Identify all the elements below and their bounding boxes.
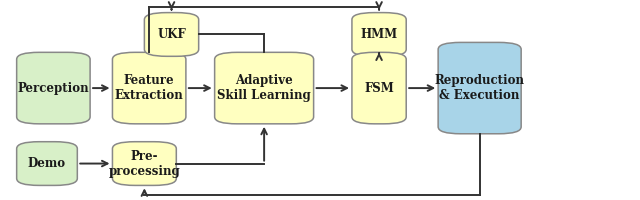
Text: UKF: UKF (157, 28, 186, 41)
Text: Demo: Demo (28, 157, 66, 170)
Text: Pre-
processing: Pre- processing (109, 150, 180, 178)
Text: Reproduction
& Execution: Reproduction & Execution (435, 74, 525, 102)
Text: FSM: FSM (364, 82, 394, 95)
FancyBboxPatch shape (113, 52, 186, 124)
Text: Feature
Extraction: Feature Extraction (115, 74, 184, 102)
FancyBboxPatch shape (113, 142, 176, 185)
FancyBboxPatch shape (438, 42, 521, 134)
Text: Adaptive
Skill Learning: Adaptive Skill Learning (217, 74, 311, 102)
Text: Perception: Perception (17, 82, 89, 95)
FancyBboxPatch shape (352, 52, 406, 124)
FancyBboxPatch shape (352, 13, 406, 56)
FancyBboxPatch shape (17, 142, 77, 185)
FancyBboxPatch shape (145, 13, 198, 56)
FancyBboxPatch shape (214, 52, 314, 124)
FancyBboxPatch shape (17, 52, 90, 124)
Text: HMM: HMM (360, 28, 397, 41)
